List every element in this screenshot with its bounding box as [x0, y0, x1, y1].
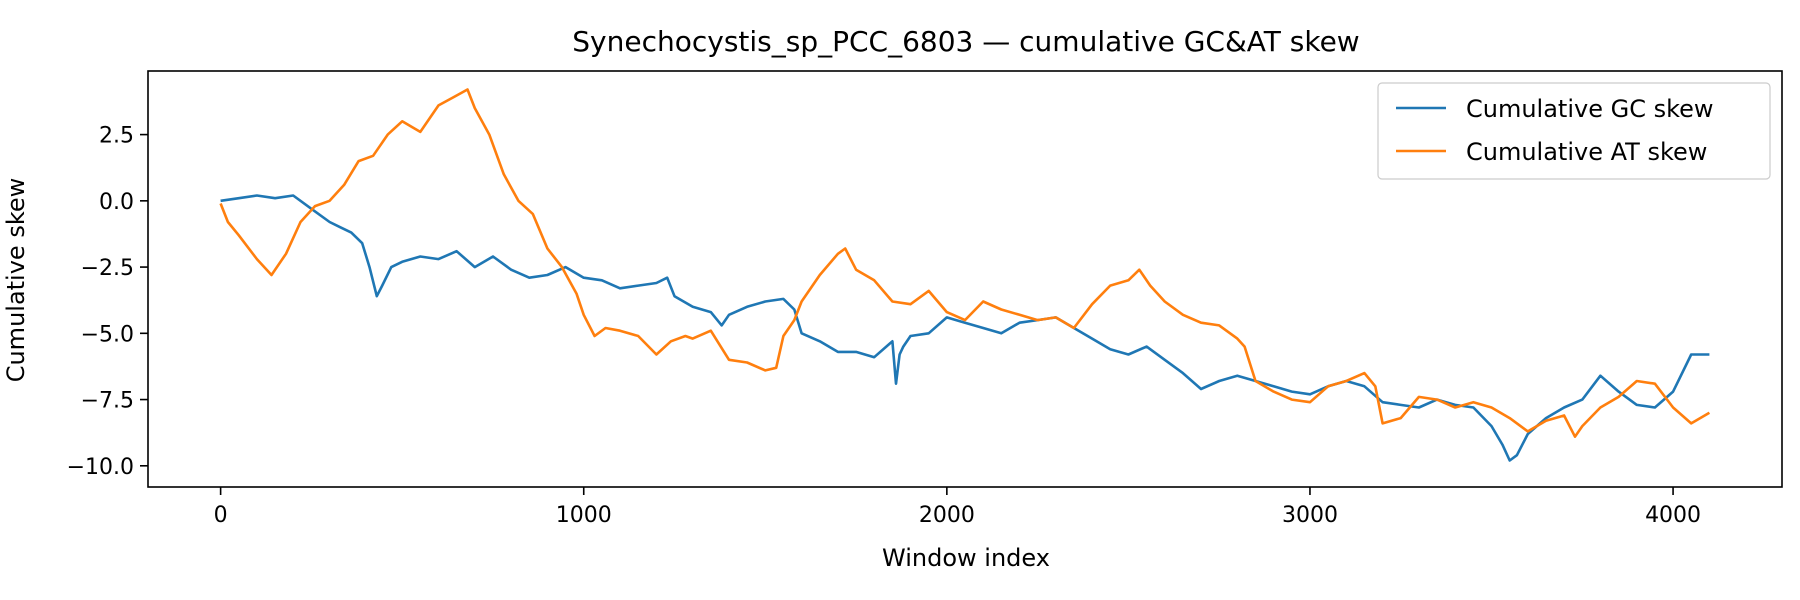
- axes-frame: [147, 70, 1783, 488]
- chart-title: Synechocystis_sp_PCC_6803 — cumulative G…: [572, 25, 1359, 58]
- legend: Cumulative GC skew Cumulative AT skew: [1377, 82, 1771, 180]
- x-tick-label: 2000: [919, 503, 975, 528]
- y-tick-label: 0.0: [99, 190, 134, 215]
- y-tick-label: 2.5: [99, 124, 134, 149]
- x-axis: 0 1000 2000 3000 4000: [214, 487, 1701, 528]
- x-tick-label: 4000: [1645, 503, 1701, 528]
- x-tick-label: 1000: [556, 503, 612, 528]
- y-tick-label: −2.5: [81, 256, 134, 281]
- at-skew-line: [219, 88, 1711, 439]
- series-group: [219, 88, 1711, 462]
- legend-label: Cumulative GC skew: [1466, 95, 1714, 123]
- x-tick-label: 0: [214, 503, 228, 528]
- y-axis-label: Cumulative skew: [2, 178, 30, 383]
- x-axis-label: Window index: [882, 544, 1050, 572]
- y-tick-label: −5.0: [81, 322, 134, 347]
- x-tick-label: 3000: [1282, 503, 1338, 528]
- y-axis: 2.5 0.0 −2.5 −5.0 −7.5 −10.0: [67, 124, 148, 480]
- legend-label: Cumulative AT skew: [1466, 138, 1707, 166]
- y-tick-label: −7.5: [81, 389, 134, 414]
- plot-area: [147, 70, 1783, 488]
- y-tick-label: −10.0: [67, 455, 134, 480]
- legend-box: [1377, 82, 1771, 180]
